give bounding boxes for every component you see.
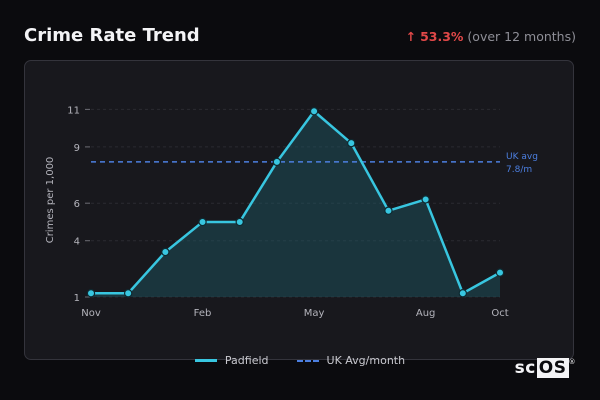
change-indicator: ↑ 53.3% (over 12 months) (406, 29, 576, 44)
chart-legend: Padfield UK Avg/month (0, 354, 600, 367)
data-point (309, 107, 319, 116)
data-point (123, 289, 133, 298)
chart-card (24, 60, 574, 360)
x-tick-label: Nov (81, 308, 101, 319)
uk-avg-annotation-line1: UK avg (506, 152, 538, 162)
data-point (235, 217, 244, 227)
legend-swatch-uk-avg (296, 359, 319, 362)
data-point (161, 247, 170, 257)
legend-swatch-padfield (194, 359, 217, 362)
x-tick-label: Aug (416, 308, 436, 319)
data-point (458, 289, 468, 298)
data-point (421, 195, 430, 204)
y-axis-label: Crimes per 1,000 (45, 157, 56, 244)
series-line-padfield (91, 110, 501, 295)
series-area-padfield (91, 111, 500, 297)
data-point (384, 206, 393, 215)
logo-boxed: OS (536, 358, 569, 378)
data-point (86, 289, 96, 298)
y-tick-label: 6 (74, 199, 80, 210)
x-tick-label: May (304, 308, 325, 319)
data-point (347, 138, 356, 148)
y-tick-label: 1 (74, 293, 80, 304)
legend-label-uk-avg: UK Avg/month (326, 354, 406, 367)
data-point (198, 217, 207, 227)
legend-item-padfield: Padfield (194, 354, 269, 367)
uk-avg-annotation-line2: 7.8/m (506, 165, 532, 175)
x-tick-label: Feb (194, 308, 212, 319)
legend-label-padfield: Padfield (224, 354, 269, 367)
legend-item-uk-avg: UK Avg/month (296, 354, 406, 367)
brand-logo: sc OS ® (515, 358, 576, 378)
registered-mark: ® (568, 358, 576, 366)
data-point (495, 268, 505, 277)
y-tick-label: 9 (74, 143, 80, 154)
y-tick-label: 11 (67, 105, 80, 116)
change-period: (over 12 months) (467, 29, 576, 44)
change-value: 53.3% (420, 29, 464, 44)
data-point (272, 157, 282, 167)
up-arrow-icon: ↑ (405, 29, 417, 44)
y-tick-label: 4 (74, 237, 80, 248)
logo-prefix: sc (514, 358, 536, 378)
x-tick-label: Oct (491, 308, 508, 319)
chart-title: Crime Rate Trend (24, 25, 200, 46)
